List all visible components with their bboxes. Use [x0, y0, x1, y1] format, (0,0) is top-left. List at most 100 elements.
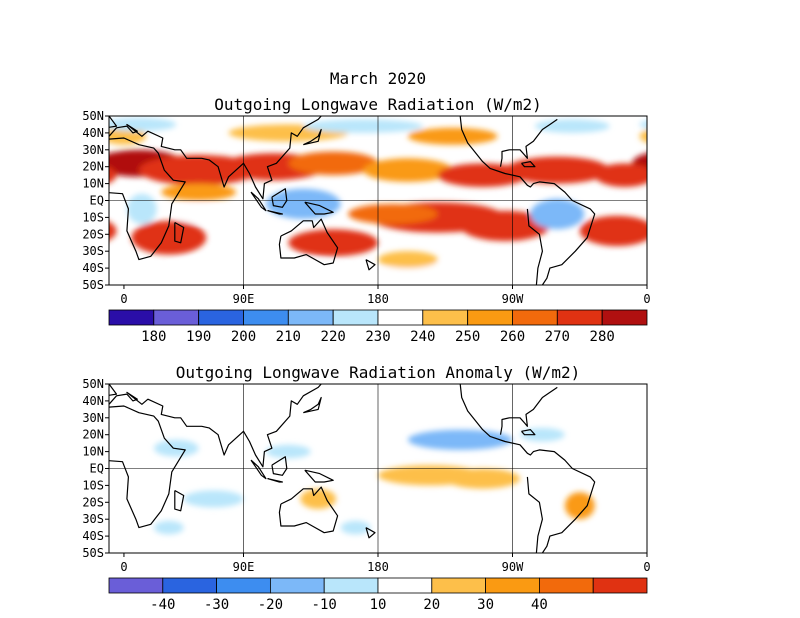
- olr-anomaly-contour-field: [0, 387, 782, 535]
- coastline: [278, 218, 339, 266]
- colorbar-label: 270: [545, 329, 570, 345]
- contour-patch: [0, 428, 27, 442]
- contour-patch: [116, 492, 147, 513]
- contour-patch: [265, 188, 341, 220]
- y-tick-label: EQ: [90, 194, 104, 208]
- coastline: [499, 386, 558, 435]
- olr-anomaly-map-panel: 50N 40N 30N 20N 10N EQ 10S 20S 30S 40S 50S 0 90E 180 9…: [0, 377, 782, 574]
- contour-patch: [505, 156, 610, 184]
- coastline: [109, 405, 186, 529]
- coastline: [250, 191, 267, 212]
- contour-patch: [303, 409, 334, 427]
- colorbar-label: -40: [150, 597, 175, 613]
- y-tick-label: 10N: [82, 445, 104, 459]
- coastline: [526, 476, 543, 553]
- coastline: [109, 137, 186, 261]
- colorbar-swatch: [556, 309, 603, 326]
- y-tick-label: 10S: [82, 210, 104, 224]
- y-tick-label: 40N: [82, 126, 104, 140]
- x-tick-label: 0: [643, 560, 650, 574]
- contour-patch: [109, 221, 117, 241]
- colorbar-swatch: [485, 577, 540, 594]
- colorbar-label: 240: [410, 329, 435, 345]
- x-tick-label: 90W: [502, 292, 524, 306]
- contour-patch: [594, 163, 647, 187]
- y-tick-label: 20N: [82, 428, 104, 442]
- y-tick-label: 20N: [82, 160, 104, 174]
- contour-patch: [677, 155, 797, 185]
- colorbar-label: 30: [477, 597, 494, 613]
- colorbar-swatch: [592, 577, 648, 594]
- y-tick-label: 40S: [82, 529, 104, 543]
- y-tick-label: 40S: [82, 261, 104, 275]
- contour-patch: [183, 490, 244, 508]
- colorbar-label: 180: [141, 329, 166, 345]
- contour-patch: [176, 205, 222, 223]
- coastline: [304, 201, 334, 215]
- coastline: [521, 161, 536, 168]
- y-tick-label: 30N: [82, 143, 104, 157]
- panel1-title: Outgoing Longwave Radiation (W/m2): [214, 95, 542, 114]
- contour-patch: [655, 492, 685, 512]
- colorbar-swatch: [216, 577, 271, 594]
- colorbar-swatch: [243, 309, 289, 326]
- contour-patch: [665, 194, 695, 224]
- contour-patch: [0, 211, 12, 241]
- colorbar-label: 10: [370, 597, 387, 613]
- y-tick-label: 10N: [82, 177, 104, 191]
- map-gridlines: [109, 116, 647, 285]
- contour-patch: [0, 157, 72, 184]
- coastline: [267, 210, 283, 215]
- y-tick-label: 20S: [82, 495, 104, 509]
- y-tick-label: 30N: [82, 411, 104, 425]
- olr-colorbar: 180 190 200 210 220 230 240 250 260 270 280: [108, 309, 648, 345]
- y-tick-label: 20S: [82, 227, 104, 241]
- coastline: [278, 486, 339, 534]
- coastline: [267, 478, 283, 483]
- contour-patch: [168, 258, 349, 279]
- contour-patch: [0, 263, 49, 280]
- contour-patch: [415, 389, 491, 406]
- contour-patch: [348, 203, 438, 225]
- y-tick-label: 40N: [82, 394, 104, 408]
- contour-patch: [699, 184, 774, 201]
- contour-patch: [767, 124, 800, 141]
- olr-map-panel: 50N 40N 30N 20N 10N EQ 10S 20S 30S 40S 50S 0 90E 180 9…: [0, 109, 800, 306]
- contour-patch: [692, 440, 737, 457]
- contour-patch: [437, 163, 528, 187]
- y-tick-label: EQ: [90, 462, 104, 476]
- colorbar-swatch: [323, 577, 379, 594]
- colorbar-swatch: [269, 577, 325, 594]
- map-axis-ticks: 50N 40N 30N 20N 10N EQ 10S 20S 30S 40S 50S 0 90E 180 9…: [82, 109, 650, 306]
- coastlines: [109, 116, 596, 285]
- contour-patch: [460, 210, 550, 242]
- contour-patch: [530, 198, 585, 230]
- colorbar-swatch: [512, 309, 558, 326]
- colorbar-swatch: [601, 309, 648, 326]
- y-tick-label: 30S: [82, 244, 104, 258]
- contour-patch: [707, 258, 800, 278]
- contour-patch: [27, 492, 57, 519]
- contour-patch: [722, 490, 782, 507]
- x-tick-label: 90E: [233, 292, 255, 306]
- coastline: [303, 396, 322, 414]
- contour-patch: [378, 251, 438, 269]
- colorbar-swatch: [539, 577, 594, 594]
- coastline: [365, 527, 376, 539]
- contour-patch: [759, 153, 800, 180]
- colorbar-swatch: [198, 309, 244, 326]
- coastline: [365, 259, 376, 271]
- colorbar-swatch: [467, 309, 513, 326]
- map-axis-ticks: 50N 40N 30N 20N 10N EQ 10S 20S 30S 40S 50S 0 90E 180 9…: [82, 377, 650, 574]
- colorbar-label: 20: [423, 597, 440, 613]
- contour-patch: [363, 158, 453, 182]
- colorbar-label: 230: [365, 329, 390, 345]
- contour-patch: [407, 429, 513, 450]
- contour-patch: [594, 387, 625, 398]
- coastline: [521, 429, 536, 436]
- colorbar-label: 220: [321, 329, 346, 345]
- colorbar-label: 250: [455, 329, 480, 345]
- coastline: [459, 384, 596, 553]
- map-gridlines: [109, 384, 647, 553]
